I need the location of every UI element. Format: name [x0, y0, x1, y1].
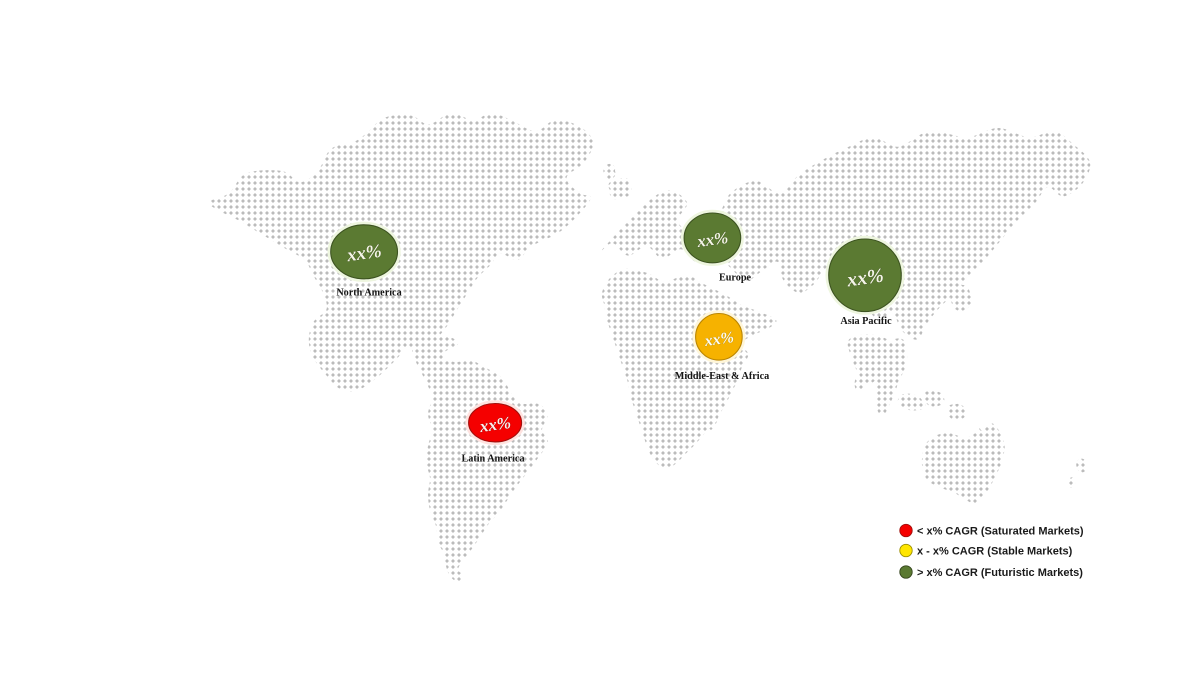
svg-text:x - x% CAGR (Stable Markets): x - x% CAGR (Stable Markets) — [917, 546, 1073, 558]
svg-text:< x% CAGR (Saturated Markets): < x% CAGR (Saturated Markets) — [917, 526, 1084, 538]
svg-text:Middle-East & Africa: Middle-East & Africa — [675, 371, 770, 382]
svg-text:> x% CAGR (Futuristic Markets): > x% CAGR (Futuristic Markets) — [917, 567, 1083, 579]
svg-text:Latin America: Latin America — [461, 454, 524, 465]
svg-text:Asia Pacific: Asia Pacific — [840, 316, 892, 327]
svg-text:North America: North America — [336, 288, 401, 299]
svg-text:Europe: Europe — [719, 273, 752, 284]
